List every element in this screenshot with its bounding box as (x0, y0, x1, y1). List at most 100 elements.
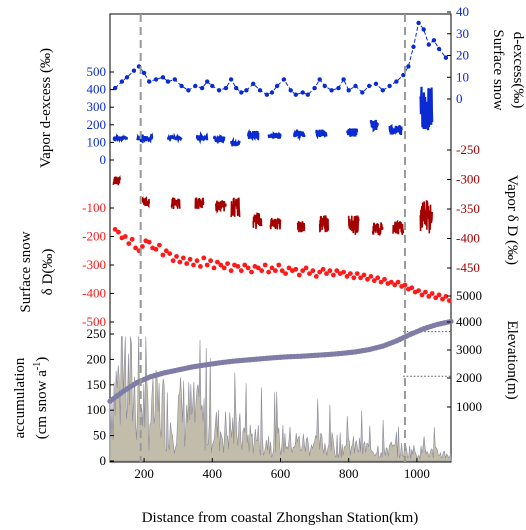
vapor-dexcess-axis-tick-label: 400 (87, 82, 107, 97)
surface-snow-dexcess-point (160, 75, 166, 80)
surface-snow-dD-point (307, 271, 312, 276)
surface-snow-dD-point (361, 272, 367, 278)
surface-snow-dexcess-axis-tick-label: 10 (456, 69, 469, 84)
surface-snow-dexcess-point (367, 83, 372, 89)
surface-snow-dexcess-point (300, 90, 305, 95)
vapor-dD-axis-tick-label: -400 (456, 231, 480, 246)
vapor-dD-segment-0 (112, 175, 121, 186)
surface-snow-dD-axis-tick-label: -400 (82, 286, 106, 301)
surface-snow-dexcess-point (346, 88, 351, 93)
surface-snow-dexcess-point (274, 83, 280, 89)
vapor-dD-segment-7 (269, 217, 282, 230)
elevation-axis-tick-label: 4000 (456, 314, 482, 329)
accumulation-area (109, 336, 452, 462)
surface-snow-dD-point (324, 271, 329, 276)
surface-snow-dD-point (286, 265, 292, 271)
surface-snow-dD-point (163, 248, 169, 254)
surface-snow-dexcess-point (281, 77, 287, 82)
surface-snow-dexcess-point (380, 88, 385, 93)
surface-snow-dD-axis-tick-label: -300 (82, 257, 106, 272)
delta-d-layer (112, 175, 452, 303)
surface-snow-dexcess-point (269, 90, 275, 95)
surface-snow-dexcess-point (406, 64, 411, 69)
vapor-dexcess-axis-tick-label: 100 (87, 134, 107, 149)
axis-labels: Distance from coastal Zhongshan Station(… (12, 29, 526, 526)
surface-snow-dD-point (204, 262, 210, 268)
vapor-dD-segment-6 (252, 212, 263, 229)
surface-snow-dD-point (180, 255, 186, 261)
surface-snow-dD-point (351, 275, 357, 281)
surface-snow-dexcess-point (360, 90, 365, 95)
surface-snow-dD-point (423, 289, 428, 295)
surface-snow-dexcess-point (141, 70, 147, 76)
surface-snow-dD-point (129, 236, 135, 242)
surface-snow-dD-point (426, 294, 432, 299)
surface-snow-dexcess-axis-tick-label: 0 (456, 91, 463, 106)
d-excess-layer (112, 20, 449, 147)
surface-snow-dexcess-line (114, 21, 447, 96)
surface-snow-dD-point (191, 262, 196, 268)
surface-snow-dD-point (215, 259, 220, 265)
vapor-dexcess-segment-11 (369, 119, 379, 133)
surface-snow-dD-point (133, 245, 139, 251)
surface-snow-dD-point (273, 268, 278, 274)
vapor-dexcess-segment-3 (195, 131, 209, 145)
elevation-line (107, 318, 454, 404)
surface-snow-dD-point (300, 268, 306, 274)
surface-snow-dexcess-point (373, 81, 379, 87)
vapor-dD-segment-2 (170, 197, 181, 210)
surface-snow-dexcess-point (336, 85, 341, 91)
accumulation-layer (109, 336, 452, 462)
x-tick-label: 600 (271, 466, 291, 481)
surface-snow-dexcess-label-line2: d-excess(‰) (510, 32, 526, 109)
surface-snow-dD-point (259, 268, 265, 274)
surface-snow-dD-point (198, 264, 203, 269)
surface-snow-dD-axis-tick-label: -500 (82, 314, 106, 329)
surface-snow-dD-point (416, 288, 421, 293)
surface-snow-dD-point (126, 241, 132, 247)
accumulation-label-line1: accumulation (12, 357, 28, 438)
surface-snow-dD-point (201, 255, 207, 261)
surface-snow-dD-point (388, 279, 394, 285)
surface-snow-dexcess-point (421, 27, 426, 32)
surface-snow-dD-label-line2: δ D(‰) (40, 249, 56, 296)
elevation-layer (107, 318, 454, 404)
surface-snow-dD-point (327, 268, 333, 274)
vapor-dexcess-axis-tick-label: 300 (87, 99, 107, 114)
vapor-dD-segment-4 (214, 200, 227, 214)
surface-snow-dD-point (112, 227, 118, 232)
surface-snow-dD-point (440, 296, 445, 302)
surface-snow-dexcess-axis-tick-label: 20 (456, 48, 469, 63)
surface-snow-dexcess-point (193, 83, 198, 89)
surface-snow-dD-point (140, 244, 145, 249)
surface-snow-dD-point (238, 268, 244, 274)
accumulation-axis-tick-label: 150 (87, 377, 107, 392)
vapor-dD-segment-9 (318, 215, 329, 233)
vapor-dexcess-axis-tick-label: 200 (87, 117, 107, 132)
surface-snow-dD-point (392, 282, 398, 288)
surface-snow-dexcess-point (239, 90, 244, 95)
surface-snow-dD-point (365, 276, 370, 282)
surface-snow-dexcess-point (353, 83, 358, 89)
vapor-dD-segment-12 (392, 219, 405, 235)
vapor-dD-segment-5 (230, 197, 241, 218)
surface-snow-dexcess-point (119, 79, 125, 84)
elevation-axis-tick-label: 3000 (456, 342, 482, 357)
surface-snow-dD-point (371, 278, 377, 284)
surface-snow-dexcess-point (179, 83, 184, 89)
surface-snow-dexcess-point (431, 38, 437, 43)
surface-snow-dD-point (279, 268, 285, 274)
surface-snow-dD-point (433, 295, 439, 301)
x-tick-label: 200 (134, 466, 154, 481)
surface-snow-dexcess-point (234, 85, 239, 91)
surface-snow-dD-point (157, 242, 162, 248)
surface-snow-dexcess-point (322, 83, 327, 89)
surface-snow-dD-point (368, 274, 374, 279)
surface-snow-dexcess-point (205, 79, 210, 84)
surface-snow-dD-point (429, 291, 435, 296)
surface-snow-dD-point (313, 274, 319, 279)
surface-snow-dD-point (225, 261, 231, 266)
surface-snow-dD-point (194, 258, 200, 264)
accumulation-axis-tick-label: 50 (93, 428, 106, 443)
